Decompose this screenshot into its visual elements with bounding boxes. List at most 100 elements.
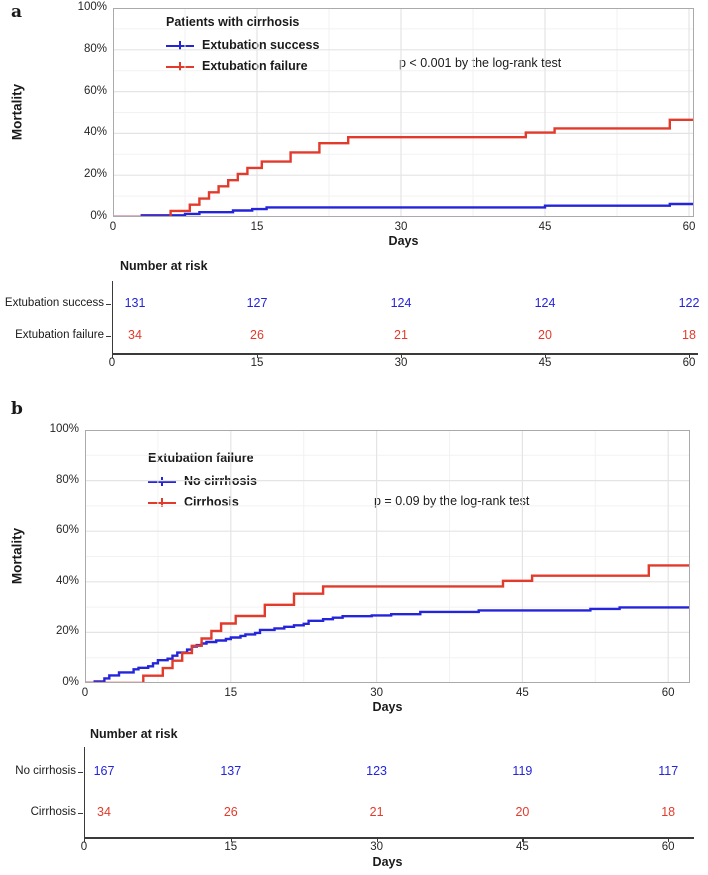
risk-x-tick-label: 0: [80, 841, 88, 853]
y-tick-label: 80%: [55, 473, 79, 486]
risk-number: 21: [369, 805, 384, 819]
y-tick-label: 0%: [90, 210, 107, 222]
risk-row-tick: [106, 336, 111, 338]
panel-letter-b: b: [11, 399, 23, 419]
legend-item: Cirrhosis: [148, 493, 257, 513]
x-tick-label: 30: [370, 687, 383, 699]
plot-area: [113, 8, 708, 219]
risk-number: 34: [128, 328, 142, 342]
risk-row-tick: [106, 304, 111, 306]
risk-number: 18: [682, 328, 696, 342]
risk-axis-tick: [545, 354, 547, 358]
y-tick-label: 40%: [55, 574, 79, 587]
y-tick-label: 20%: [83, 168, 107, 181]
risk-number: 21: [394, 328, 408, 342]
survival-curve-blue: [85, 606, 694, 685]
risk-number: 20: [538, 328, 552, 342]
x-tick-label: 45: [538, 221, 552, 233]
y-tick-label: 80%: [83, 42, 107, 55]
risk-x-tick-label: 15: [224, 841, 238, 853]
risk-number: 124: [534, 296, 556, 310]
risk-x-tick-label: 45: [538, 357, 552, 369]
risk-table-axis-line: [84, 837, 694, 839]
risk-x-tick-label: 60: [682, 357, 696, 369]
risk-row-label: Cirrhosis: [30, 806, 76, 818]
x-axis-title: Days: [388, 234, 419, 248]
risk-axis-tick: [522, 838, 524, 842]
risk-axis-tick: [230, 838, 232, 842]
risk-axis-tick: [689, 354, 691, 358]
censor-plus-icon: [148, 476, 176, 488]
risk-number: 167: [93, 764, 115, 778]
legend-title-a: Patients with cirrhosis: [166, 15, 300, 29]
risk-table-title: Number at risk: [120, 259, 208, 273]
risk-x-tick-label: 30: [394, 357, 408, 369]
y-tick-label: 20%: [55, 625, 79, 638]
x-tick-label: 30: [394, 221, 408, 233]
x-tick-label: 60: [682, 221, 696, 233]
survival-curve-red: [85, 564, 694, 685]
risk-row-label: Extubation failure: [15, 329, 104, 341]
censor-plus-icon: [166, 61, 194, 73]
legend-item-label: Extubation failure: [202, 59, 308, 74]
risk-axis-tick: [376, 838, 378, 842]
y-axis-title-b: Mortality: [9, 527, 25, 585]
risk-axis-tick: [401, 354, 403, 358]
risk-table-axis-vline: [112, 281, 114, 353]
risk-number: 137: [220, 764, 242, 778]
x-tick-label: 45: [515, 687, 529, 699]
risk-row-label: No cirrhosis: [15, 765, 76, 777]
y-tick-label: 0%: [62, 676, 79, 688]
risk-x-tick-label: 0: [108, 357, 116, 369]
risk-number: 124: [390, 296, 412, 310]
y-tick-label: 100%: [49, 423, 79, 435]
legend-item: No cirrhosis: [148, 472, 257, 492]
legend-item-label: Extubation success: [202, 38, 320, 53]
y-axis-title-a: Mortality: [9, 83, 25, 141]
survival-curve-red: [113, 118, 708, 219]
risk-number: 131: [124, 296, 146, 310]
x-tick-label: 15: [250, 221, 264, 233]
y-tick-label: 60%: [83, 84, 107, 97]
risk-row-label: Extubation success: [4, 297, 104, 309]
legend-item-label: Cirrhosis: [184, 495, 239, 510]
risk-axis-tick: [84, 838, 86, 842]
legend-a: Patients with cirrhosis Extubation succe…: [166, 16, 319, 78]
risk-table-title: Number at risk: [90, 727, 178, 741]
risk-number: 117: [658, 764, 679, 778]
risk-row-tick: [78, 813, 83, 815]
y-tick-label: 100%: [77, 1, 107, 13]
censor-plus-icon: [166, 40, 194, 52]
risk-number: 26: [223, 805, 238, 819]
risk-number: 26: [250, 328, 264, 342]
censor-plus-icon: [148, 497, 176, 509]
risk-number: 123: [366, 764, 388, 778]
legend-item: Extubation success: [166, 36, 319, 56]
risk-table-axis-line: [112, 353, 698, 355]
risk-number: 119: [512, 764, 533, 778]
risk-number: 20: [515, 805, 530, 819]
risk-axis-tick: [112, 354, 114, 358]
risk-number: 127: [246, 296, 268, 310]
panel-letter-a: a: [11, 2, 23, 22]
risk-number: 34: [97, 805, 111, 819]
x-tick-label: 0: [81, 687, 89, 699]
risk-x-tick-label: 60: [661, 841, 675, 853]
survival-curve-blue: [113, 202, 708, 219]
y-tick-label: 40%: [83, 126, 107, 139]
x-tick-label: 15: [224, 687, 238, 699]
p-value-text-b: p = 0.09 by the log-rank test: [374, 494, 530, 508]
risk-number: 122: [678, 296, 700, 310]
y-tick-label: 60%: [55, 524, 79, 537]
risk-row-tick: [78, 772, 83, 774]
risk-number: 18: [661, 805, 676, 819]
risk-axis-tick: [257, 354, 259, 358]
x-axis-title: Days: [372, 700, 403, 714]
risk-x-tick-label: 15: [250, 357, 264, 369]
risk-table-axis-vline: [84, 747, 86, 837]
legend-item-label: No cirrhosis: [184, 474, 257, 489]
risk-x-axis-title: Days: [372, 855, 403, 869]
legend-item: Extubation failure: [166, 57, 319, 77]
p-value-text-a: p < 0.001 by the log-rank test: [399, 56, 562, 70]
